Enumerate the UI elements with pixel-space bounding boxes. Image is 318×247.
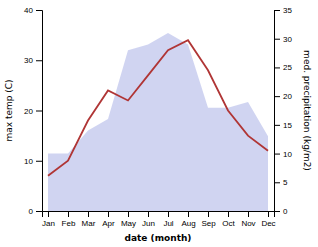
- tick-mark: [36, 161, 42, 162]
- tick: Oct: [222, 211, 235, 228]
- tick-label: 25: [283, 63, 292, 72]
- chart: Jan Feb Mar Apr May Jun Jul Aug Sep Oct Nov Dec 0 10 2…: [0, 0, 318, 247]
- tick-label: Jan: [42, 219, 55, 228]
- tick: 40: [24, 6, 42, 15]
- tick: Nov: [241, 211, 255, 228]
- tick-mark: [148, 211, 149, 217]
- tick: Jul: [163, 211, 173, 228]
- tick-label: 0: [29, 207, 34, 216]
- tick: 0: [274, 207, 288, 216]
- tick-mark: [48, 211, 49, 217]
- tick: 25: [274, 63, 292, 72]
- tick-label: Mar: [82, 219, 96, 228]
- tick-label: Apr: [102, 219, 115, 228]
- tick-mark: [274, 96, 280, 97]
- tick-mark: [228, 211, 229, 217]
- tick-label: 10: [283, 150, 292, 159]
- tick: 20: [274, 92, 292, 101]
- tick: Apr: [102, 211, 115, 228]
- tick: 10: [24, 157, 42, 166]
- tick-mark: [268, 211, 269, 217]
- tick-label: Feb: [62, 219, 76, 228]
- tick-mark: [274, 10, 280, 11]
- precipitation-area: [48, 33, 268, 211]
- tick-label: Nov: [241, 219, 255, 228]
- tick: May: [121, 211, 136, 228]
- x-axis: Jan Feb Mar Apr May Jun Jul Aug Sep Oct Nov Dec: [42, 211, 276, 228]
- tick-label: May: [121, 219, 136, 228]
- tick-mark: [128, 211, 129, 217]
- tick-label: 5: [283, 178, 288, 187]
- tick: Aug: [181, 211, 195, 228]
- tick-mark: [36, 60, 42, 61]
- temperature-line: [48, 40, 268, 176]
- tick-mark: [248, 211, 249, 217]
- tick: 10: [274, 150, 292, 159]
- marks: [48, 33, 268, 211]
- tick-label: Oct: [222, 219, 235, 228]
- tick-mark: [108, 211, 109, 217]
- tick: Mar: [82, 211, 96, 228]
- tick: Dec: [261, 211, 275, 228]
- tick: Jun: [142, 211, 155, 228]
- tick-mark: [274, 39, 280, 40]
- tick-label: Sep: [201, 219, 216, 228]
- tick: Sep: [201, 211, 216, 228]
- tick: 30: [24, 56, 42, 65]
- tick: 0: [29, 207, 42, 216]
- tick-mark: [36, 211, 42, 212]
- tick: Jan: [42, 211, 55, 228]
- tick-mark: [208, 211, 209, 217]
- tick-mark: [274, 211, 280, 212]
- tick-label: Aug: [181, 219, 195, 228]
- tick-mark: [274, 154, 280, 155]
- tick-mark: [274, 182, 280, 183]
- tick-mark: [36, 10, 42, 11]
- tick-label: 30: [283, 35, 292, 44]
- tick-mark: [36, 111, 42, 112]
- y2-axis: 0 5 10 15 20 25 30 35: [274, 6, 292, 216]
- tick-mark: [188, 211, 189, 217]
- tick-label: 20: [283, 92, 292, 101]
- tick: 5: [274, 178, 288, 187]
- tick: 15: [274, 121, 292, 130]
- x-axis-title: date (month): [125, 233, 192, 243]
- tick-label: 10: [24, 157, 33, 166]
- tick: 30: [274, 35, 292, 44]
- tick-label: Jul: [163, 219, 173, 228]
- tick-mark: [274, 125, 280, 126]
- axis-line: [43, 212, 275, 218]
- tick: Feb: [62, 211, 76, 228]
- plot-root: Jan Feb Mar Apr May Jun Jul Aug Sep Oct Nov Dec 0 10 2…: [4, 6, 312, 243]
- axis-line: [36, 11, 43, 212]
- tick-label: 30: [24, 56, 33, 65]
- tick-mark: [274, 67, 280, 68]
- tick: 35: [274, 6, 292, 15]
- axis-line: [275, 11, 281, 212]
- tick-mark: [68, 211, 69, 217]
- y-axis-title: max temp (C): [4, 79, 14, 141]
- tick-mark: [88, 211, 89, 217]
- y-axis: 0 10 20 30 40: [24, 6, 42, 216]
- tick-label: 40: [24, 6, 33, 15]
- tick-label: Jun: [142, 219, 155, 228]
- tick-label: 20: [24, 107, 33, 116]
- tick: 20: [24, 107, 42, 116]
- tick-mark: [168, 211, 169, 217]
- tick-label: 0: [283, 207, 288, 216]
- tick-label: 15: [283, 121, 292, 130]
- tick-label: Dec: [261, 219, 275, 228]
- tick-label: 35: [283, 6, 292, 15]
- y2-axis-title: med. precipitation (kg/m2): [302, 50, 312, 171]
